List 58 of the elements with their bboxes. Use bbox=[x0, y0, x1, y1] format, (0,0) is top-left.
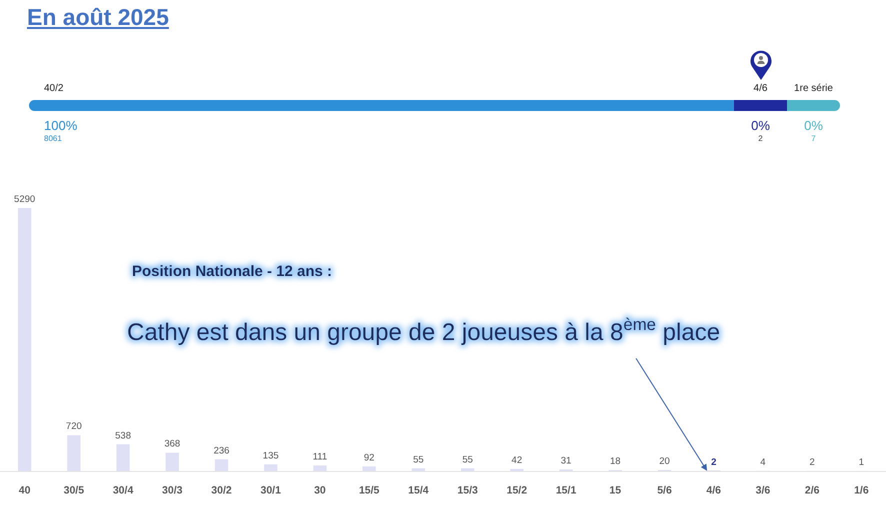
data-label: 111 bbox=[312, 451, 328, 462]
bar bbox=[313, 465, 327, 471]
x-tick-label: 15/2 bbox=[506, 484, 528, 497]
bar bbox=[264, 464, 278, 471]
data-label: 0% bbox=[804, 118, 823, 132]
x-tick-label: 30 bbox=[314, 484, 326, 497]
x-tick-label: 15/5 bbox=[358, 484, 380, 497]
text: 7 bbox=[811, 134, 816, 143]
bar bbox=[18, 208, 32, 471]
text: En août 2025 bbox=[27, 4, 169, 30]
bar bbox=[460, 468, 474, 471]
x-tick-label: 1/6 bbox=[854, 484, 869, 497]
data-label: 1 bbox=[858, 456, 864, 468]
x-tick-label: 40 bbox=[18, 484, 31, 497]
x-tick-label: 15 bbox=[609, 484, 622, 497]
data-label: 55 bbox=[462, 454, 473, 466]
x-tick-label: 15/3 bbox=[457, 484, 478, 497]
x-tick-label: 15/4 bbox=[408, 484, 429, 497]
data-label: 236 bbox=[214, 445, 230, 456]
bar bbox=[166, 452, 179, 471]
bar bbox=[412, 468, 426, 471]
data-label: 2 bbox=[810, 456, 815, 468]
x-tick-label: 30/3 bbox=[162, 484, 183, 497]
data-label: 20 bbox=[659, 456, 670, 468]
data-label: 42 bbox=[512, 454, 522, 466]
data-label: 538 bbox=[115, 430, 131, 442]
x-tick-label: 30/1 bbox=[260, 484, 282, 497]
data-label: 2 bbox=[711, 456, 716, 468]
data-label: 31 bbox=[560, 455, 572, 466]
annotation: Position Nationale - 12 ans : bbox=[132, 263, 332, 280]
bar bbox=[362, 466, 376, 471]
data-label: 720 bbox=[66, 421, 82, 432]
x-tick-label: 30/5 bbox=[64, 484, 84, 497]
bar bbox=[116, 444, 130, 471]
data-label: 55 bbox=[413, 454, 424, 466]
data-label: 92 bbox=[364, 452, 374, 464]
x-tick-label: 30/2 bbox=[211, 484, 232, 497]
annotation: Cathy est dans un groupe de 2 joueuses à la 8$^{ème}$ place bbox=[127, 315, 720, 346]
data-label: 18 bbox=[610, 456, 621, 468]
data-label: 100% bbox=[44, 118, 78, 132]
x-tick-label: 3/6 bbox=[756, 484, 770, 497]
category-label: 40/2 bbox=[44, 83, 64, 94]
x-tick-label: 5/6 bbox=[657, 484, 672, 497]
x-tick-label: 2/6 bbox=[804, 484, 820, 497]
x-tick-label: 15/1 bbox=[556, 484, 576, 497]
data-label: 368 bbox=[164, 438, 180, 450]
x-tick-label: 4/6 bbox=[706, 484, 722, 497]
text: 8061 bbox=[44, 134, 62, 143]
x-tick-label: 30/4 bbox=[112, 484, 134, 497]
data-label: 0% bbox=[751, 118, 770, 132]
bar bbox=[67, 435, 80, 471]
category-label: 4/6 bbox=[754, 83, 768, 94]
data-label: 135 bbox=[262, 450, 279, 462]
data-label: 4 bbox=[760, 456, 766, 468]
category-label: 1re série bbox=[794, 83, 833, 94]
text: 2 bbox=[758, 134, 763, 143]
bar bbox=[214, 459, 228, 471]
data-label: 5290 bbox=[14, 194, 36, 205]
